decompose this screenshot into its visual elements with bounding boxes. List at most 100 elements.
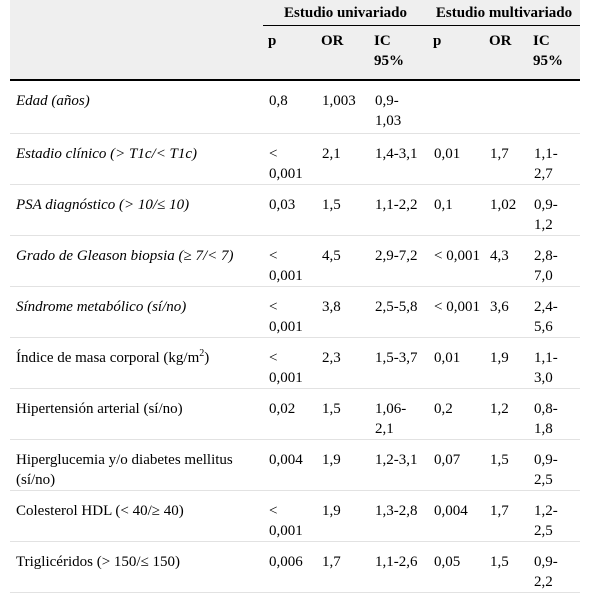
results-table-container: Estudio univariado Estudio multivariado … <box>10 0 581 593</box>
univariate-ic-value: 0,9-1,03 <box>369 80 429 134</box>
multivariate-p-value: 0,01 <box>428 337 485 389</box>
multivariate-p-value <box>428 80 485 134</box>
univariate-p-value: 0,004 <box>263 439 316 491</box>
univariate-or-value: 1,7 <box>316 541 369 593</box>
header-subcolumn-row: p OR IC 95% p OR IC 95% <box>10 25 581 81</box>
multivariate-or-value: 4,3 <box>484 235 529 287</box>
row-variable-label: Colesterol HDL (< 40/≥ 40) <box>10 490 263 542</box>
multivariate-ic-value <box>528 80 581 134</box>
header-multivariate-group: Estudio multivariado <box>428 0 581 26</box>
table-body: Edad (años) 0,8 1,003 0,9-1,03 Estadio clíni… <box>10 80 581 593</box>
univariate-or-value: 4,5 <box>316 235 369 287</box>
table-row: Triglicéridos (> 150/≤ 150) 0,006 1,7 1,1-2… <box>10 541 581 593</box>
univariate-ic-value: 1,2-3,1 <box>369 439 429 491</box>
univariate-p-value: < 0,001 <box>263 133 316 185</box>
row-variable-label: Síndrome metabólico (sí/no) <box>10 286 263 338</box>
row-variable-label: Estadio clínico (> T1c/< T1c) <box>10 133 263 185</box>
row-variable-label: Índice de masa corporal (kg/m2) <box>10 337 263 389</box>
table-header: Estudio univariado Estudio multivariado … <box>10 0 581 81</box>
row-variable-label: Triglicéridos (> 150/≤ 150) <box>10 541 263 593</box>
multivariate-or-value: 3,6 <box>484 286 529 338</box>
univariate-p-value: 0,03 <box>263 184 316 236</box>
univariate-p-value: < 0,001 <box>263 490 316 542</box>
univariate-or-value: 1,5 <box>316 388 369 440</box>
multivariate-ic-value: 1,2-2,5 <box>528 490 581 542</box>
multivariate-p-value: 0,2 <box>428 388 485 440</box>
multivariate-ic-value: 0,9-2,5 <box>528 439 581 491</box>
multivariate-ic-value: 2,4-5,6 <box>528 286 581 338</box>
table-row: Hipertensión arterial (sí/no) 0,02 1,5 1,06… <box>10 388 581 440</box>
variable-text: Índice de masa corporal (kg/m <box>16 350 200 366</box>
multivariate-p-value: 0,1 <box>428 184 485 236</box>
univariate-group-label: Estudio univariado <box>284 5 407 21</box>
multivariate-or-value <box>484 80 529 134</box>
multivariate-p-value: 0,004 <box>428 490 485 542</box>
multivariate-or-value: 1,2 <box>484 388 529 440</box>
univariate-or-value: 1,003 <box>316 80 369 134</box>
variable-text: Grado de Gleason biopsia (≥ 7/< 7) <box>16 248 234 264</box>
variable-text: PSA diagnóstico (> 10/≤ 10) <box>16 197 190 213</box>
row-variable-label: Edad (años) <box>10 80 263 134</box>
table-row: Grado de Gleason biopsia (≥ 7/< 7) < 0,00… <box>10 235 581 287</box>
row-variable-label: Grado de Gleason biopsia (≥ 7/< 7) <box>10 235 263 287</box>
univariate-or-value: 1,9 <box>316 490 369 542</box>
table-row: Hiperglucemia y/o diabetes mellitus (sí/… <box>10 439 581 491</box>
variable-text: Triglicéridos (> 150/≤ 150) <box>16 554 181 570</box>
univariate-ic-value: 1,3-2,8 <box>369 490 429 542</box>
univariate-p-value: < 0,001 <box>263 235 316 287</box>
univariate-p-value: 0,006 <box>263 541 316 593</box>
variable-text: Hiperglucemia y/o diabetes mellitus (sí/… <box>16 452 233 488</box>
table-row: PSA diagnóstico (> 10/≤ 10) 0,03 1,5 1,1-2,… <box>10 184 581 236</box>
multivariate-ic-value: 0,9-1,2 <box>528 184 581 236</box>
header-corner-cell <box>10 0 263 81</box>
table-row: Colesterol HDL (< 40/≥ 40) < 0,001 1,9 1,3-… <box>10 490 581 542</box>
univariate-p-value: 0,8 <box>263 80 316 134</box>
univariate-or-value: 2,3 <box>316 337 369 389</box>
univariate-ic-value: 1,5-3,7 <box>369 337 429 389</box>
row-variable-label: PSA diagnóstico (> 10/≤ 10) <box>10 184 263 236</box>
header-univariate-p: p <box>263 25 316 81</box>
univariate-ic-value: 2,5-5,8 <box>369 286 429 338</box>
header-multivariate-p: p <box>428 25 485 81</box>
multivariate-or-value: 1,5 <box>484 541 529 593</box>
variable-text: Estadio clínico (> T1c/< T1c) <box>16 146 198 162</box>
multivariate-or-value: 1,5 <box>484 439 529 491</box>
univariate-p-value: 0,02 <box>263 388 316 440</box>
multivariate-or-value: 1,02 <box>484 184 529 236</box>
multivariate-or-value: 1,7 <box>484 133 529 185</box>
univariate-ic-value: 1,06-2,1 <box>369 388 429 440</box>
variable-suffix: ) <box>204 350 210 366</box>
header-univariate-ic: IC 95% <box>369 25 429 81</box>
multivariate-ic-value: 0,8-1,8 <box>528 388 581 440</box>
table-row: Índice de masa corporal (kg/m2) < 0,001 2,… <box>10 337 581 389</box>
multivariate-or-value: 1,7 <box>484 490 529 542</box>
univariate-or-value: 1,9 <box>316 439 369 491</box>
variable-text: Colesterol HDL (< 40/≥ 40) <box>16 503 184 519</box>
table-row: Estadio clínico (> T1c/< T1c) < 0,001 2,1 1… <box>10 133 581 185</box>
multivariate-p-value: < 0,001 <box>428 286 485 338</box>
row-variable-label: Hiperglucemia y/o diabetes mellitus (sí/… <box>10 439 263 491</box>
multivariate-ic-value: 2,8-7,0 <box>528 235 581 287</box>
variable-text: Síndrome metabólico (sí/no) <box>16 299 187 315</box>
variable-superscript: 2 <box>199 348 205 359</box>
univariate-ic-value: 1,1-2,6 <box>369 541 429 593</box>
multivariate-ic-value: 1,1-3,0 <box>528 337 581 389</box>
multivariate-or-value: 1,9 <box>484 337 529 389</box>
univariate-p-value: < 0,001 <box>263 337 316 389</box>
multivariate-p-value: 0,05 <box>428 541 485 593</box>
univariate-ic-value: 1,1-2,2 <box>369 184 429 236</box>
multivariate-ic-value: 0,9-2,2 <box>528 541 581 593</box>
header-univariate-group: Estudio univariado <box>263 0 429 26</box>
variable-text: Edad (años) <box>16 93 90 109</box>
multivariate-ic-value: 1,1-2,7 <box>528 133 581 185</box>
header-multivariate-or: OR <box>484 25 529 81</box>
multivariate-group-label: Estudio multivariado <box>435 5 573 21</box>
row-variable-label: Hipertensión arterial (sí/no) <box>10 388 263 440</box>
header-multivariate-ic: IC 95% <box>528 25 581 81</box>
results-table: Estudio univariado Estudio multivariado … <box>10 0 581 593</box>
univariate-ic-value: 1,4-3,1 <box>369 133 429 185</box>
header-univariate-or: OR <box>316 25 369 81</box>
multivariate-p-value: < 0,001 <box>428 235 485 287</box>
univariate-or-value: 3,8 <box>316 286 369 338</box>
header-group-row: Estudio univariado Estudio multivariado <box>10 0 581 81</box>
